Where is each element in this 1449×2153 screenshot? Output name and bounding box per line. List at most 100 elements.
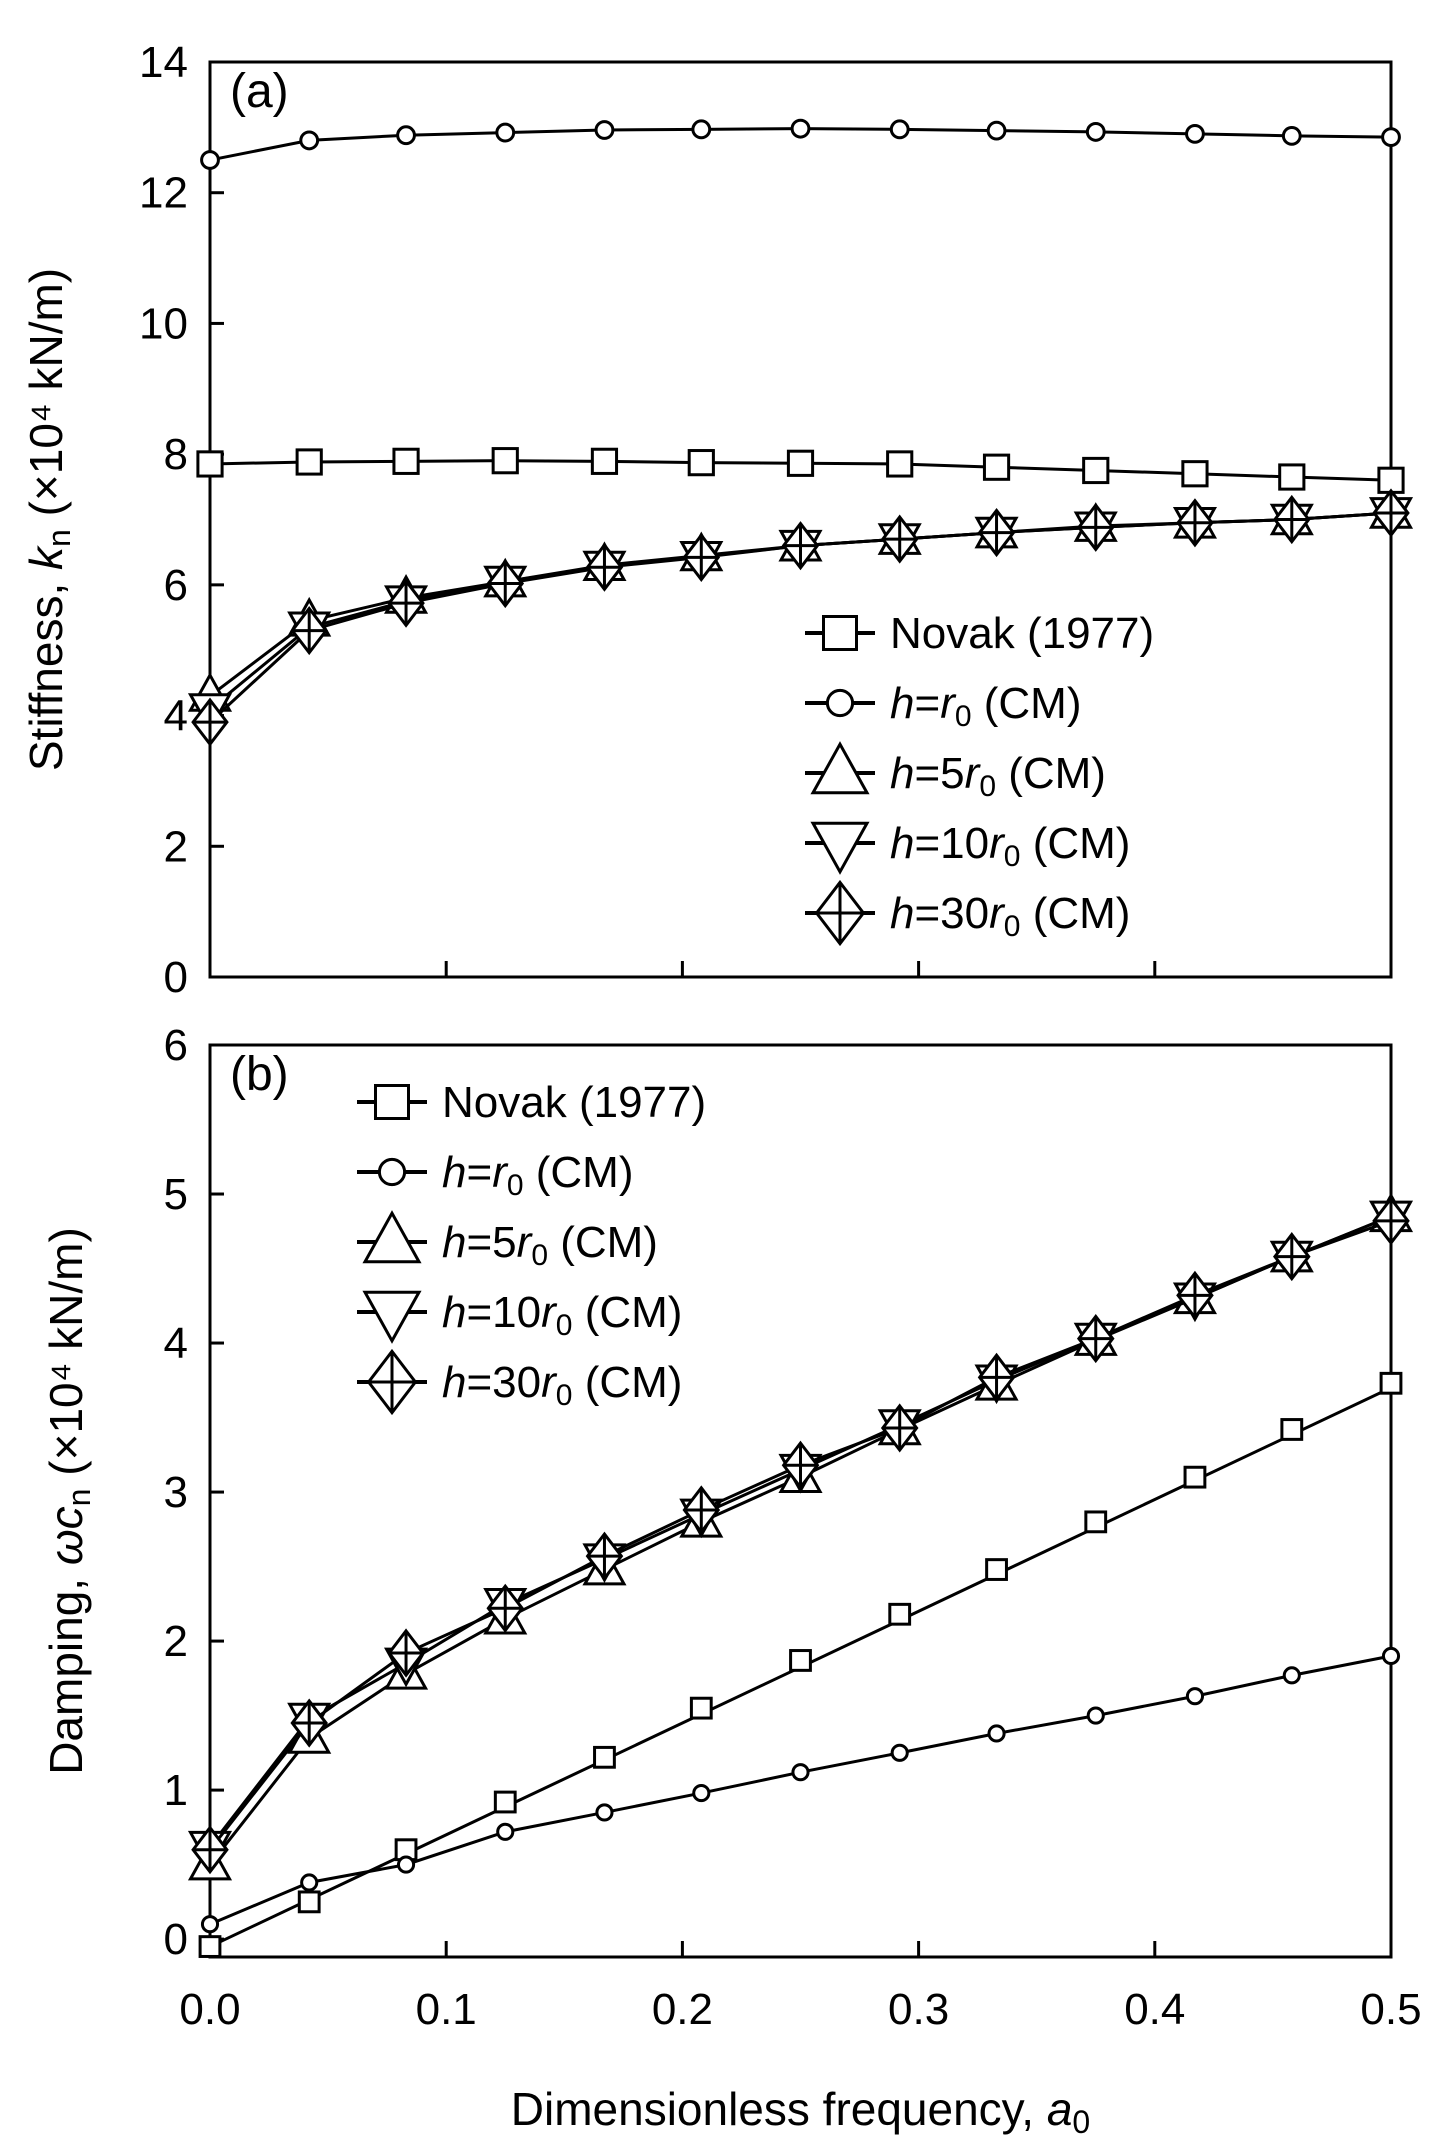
data-point [888,1602,912,1626]
legend-eq: =30 [466,1358,541,1407]
legend-item: h=5r0 (CM) [357,1210,658,1272]
data-point [396,125,416,146]
legend-sub: 0 [1004,910,1021,943]
y-label-sub: n [41,529,77,547]
x-tick-label: 0.1 [416,1985,477,2034]
legend-eq: =10 [466,1288,541,1337]
data-point [692,1784,711,1803]
data-point [786,449,815,477]
y-label-text: Stiffness, [20,570,72,771]
legend-h: h [442,1148,466,1197]
legend-r: r [989,819,1006,868]
legend-r: r [517,1218,534,1267]
series-square [196,447,1405,494]
data-point [791,1763,810,1782]
x-axis-label: Dimensionless frequency, a0 [511,2083,1090,2140]
data-point [300,1873,319,1892]
data-point [1278,463,1306,491]
y-tick-label: 8 [164,430,188,479]
legend-marker-triangle-down [810,821,870,875]
legend-h: h [890,679,914,728]
legend-label: h=30r0 (CM) [890,889,1130,943]
y-tick-label: 14 [139,38,188,87]
legend-label: h=10r0 (CM) [890,819,1130,873]
legend-r: r [541,1358,558,1407]
data-point [196,450,224,478]
y-axis-label: Stiffness, kn (×10⁴ kN/m) [20,268,77,771]
y-tick-label: 12 [139,169,188,218]
data-point [1280,1418,1304,1441]
data-point [200,150,220,170]
data-point [290,1698,328,1748]
data-point [290,606,328,656]
data-point [781,1440,820,1490]
data-point [1082,456,1110,485]
data-point [299,130,320,151]
x-label-sub: 0 [1072,2104,1090,2140]
legend-h: h [890,819,914,868]
legend-h: h [442,1218,466,1267]
y-tick-label: 2 [164,822,188,871]
legend-item: h=10r0 (CM) [357,1288,682,1344]
legend-sub: 0 [955,700,972,733]
x-tick-label: 0.3 [888,1985,949,2034]
data-point [977,1352,1016,1402]
legend-post: (CM) [572,1288,682,1337]
y-tick-label: 10 [139,299,188,348]
legend-marker-triangle-up [810,741,870,795]
data-point [594,120,615,140]
data-point [789,1649,812,1672]
data-point [198,1935,222,1958]
data-point [1381,127,1401,148]
data-point [593,1745,616,1769]
legend-h: h [442,1288,466,1337]
legend-label: Novak (1977) [890,609,1154,658]
data-point [1281,125,1302,146]
data-point [387,1628,425,1678]
legend-marker-diamond-cross [814,879,866,947]
data-point [1183,1465,1207,1489]
data-point [1176,1270,1214,1320]
data-point [889,119,910,140]
y-label-var: k [20,545,72,570]
legend-item: Novak (1977) [357,1078,706,1127]
y-tick-label: 0 [164,1915,188,1964]
data-point [495,122,516,143]
legend-r: r [940,679,957,728]
data-point [790,118,811,139]
legend-label: h=r0 (CM) [442,1148,634,1202]
legend-marker-diamond-cross [366,1348,418,1416]
legend-marker-square [374,1084,410,1120]
legend-text: Novak (1977) [890,609,1154,658]
y-label-text: Damping, [40,1565,92,1775]
series-circle [200,1646,1401,1934]
legend-h: h [890,889,914,938]
legend-marker-triangle-down [362,1290,422,1344]
data-point [585,1531,624,1581]
data-point [1076,502,1115,552]
data-point [387,578,425,628]
data-point [985,1558,1008,1581]
legend-marker-circle [825,688,855,718]
legend-post: (CM) [996,749,1106,798]
data-point [986,120,1007,141]
y-tick-label: 5 [164,1170,188,1219]
data-point [781,521,820,571]
plot-frame [208,60,1393,979]
data-point [886,450,914,478]
y-tick-label: 0 [164,953,188,1002]
data-point [977,508,1016,558]
data-point [1372,488,1410,538]
data-point [987,1724,1006,1743]
legend-r: r [989,889,1006,938]
data-point [691,119,712,140]
data-point [1372,1196,1410,1246]
series-line [209,1654,1392,1926]
data-point [595,1803,614,1822]
legend-eq: = [914,679,940,728]
series-diamond-cross [191,1196,1410,1875]
data-point [191,697,229,747]
legend-sub: 0 [507,1169,524,1202]
data-point [1084,1510,1108,1534]
